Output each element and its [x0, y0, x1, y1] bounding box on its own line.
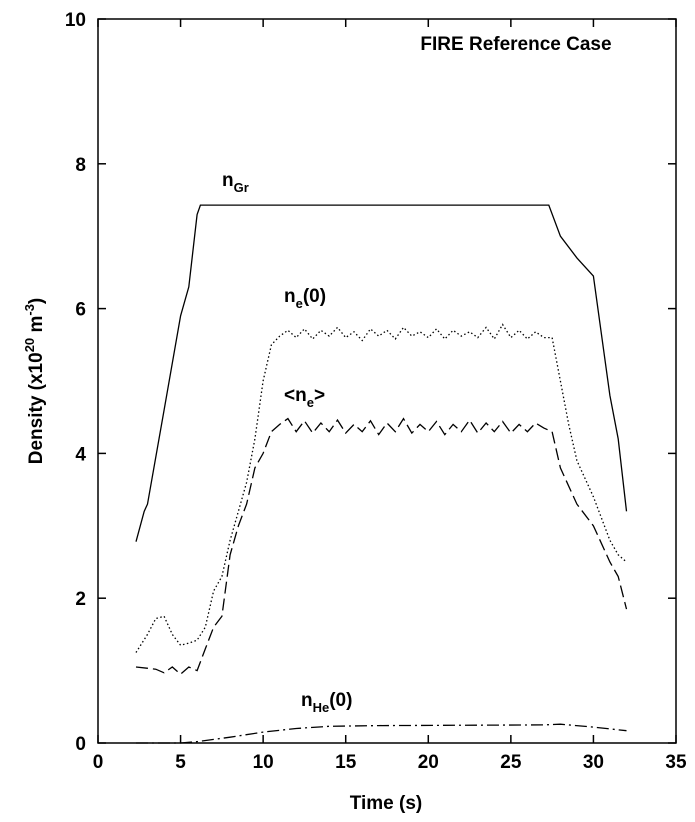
annotation: FIRE Reference Case [420, 34, 611, 55]
series-label-suffix: (0) [303, 286, 326, 307]
y-tick-label: 6 [75, 300, 86, 321]
y-tick-label: 8 [75, 155, 86, 176]
x-tick-label: 30 [583, 752, 604, 773]
y-tick-label: 10 [65, 10, 86, 31]
series-label-name: n [295, 385, 307, 406]
x-tick-label: 5 [175, 752, 186, 773]
x-axis-label: Time (s) [350, 793, 423, 814]
y-label-superscript: -3 [22, 304, 37, 316]
y-label-text: m [26, 316, 47, 338]
x-tick-label: 0 [93, 752, 104, 773]
series-label: nGr [222, 170, 249, 195]
series-label-name: n [284, 286, 296, 307]
y-label-superscript: 20 [22, 338, 37, 352]
y-tick-label: 2 [75, 589, 86, 610]
series-label-prefix: < [284, 385, 295, 406]
series-label-subscript: Gr [234, 180, 249, 195]
x-tick-label: 20 [418, 752, 439, 773]
y-tick-label: 4 [75, 444, 86, 465]
series-label-name: n [222, 170, 234, 191]
x-tick-label: 10 [253, 752, 274, 773]
series-label-subscript: e [307, 395, 314, 410]
series-line [136, 723, 627, 744]
series-line [135, 204, 628, 542]
series-label-subscript: e [296, 296, 303, 311]
y-tick-label: 0 [75, 734, 86, 755]
y-label-text: ) [26, 298, 47, 304]
series-label-suffix: > [314, 385, 325, 406]
series-line [135, 417, 628, 676]
y-label-text: Density (x10 [26, 352, 47, 464]
y-axis-label: Density (x1020 m-3) [22, 298, 47, 465]
series-line [135, 323, 627, 653]
series-label-suffix: (0) [329, 690, 352, 711]
x-tick-label: 25 [500, 752, 522, 773]
x-tick-label: 15 [335, 752, 357, 773]
plot-frame [97, 18, 677, 744]
series-label: nHe(0) [301, 690, 352, 715]
series-label-subscript: He [313, 700, 330, 715]
x-tick-label: 35 [665, 752, 687, 773]
series-label-name: n [301, 690, 313, 711]
series-label: <ne> [284, 385, 325, 410]
series-label: ne(0) [284, 286, 326, 311]
